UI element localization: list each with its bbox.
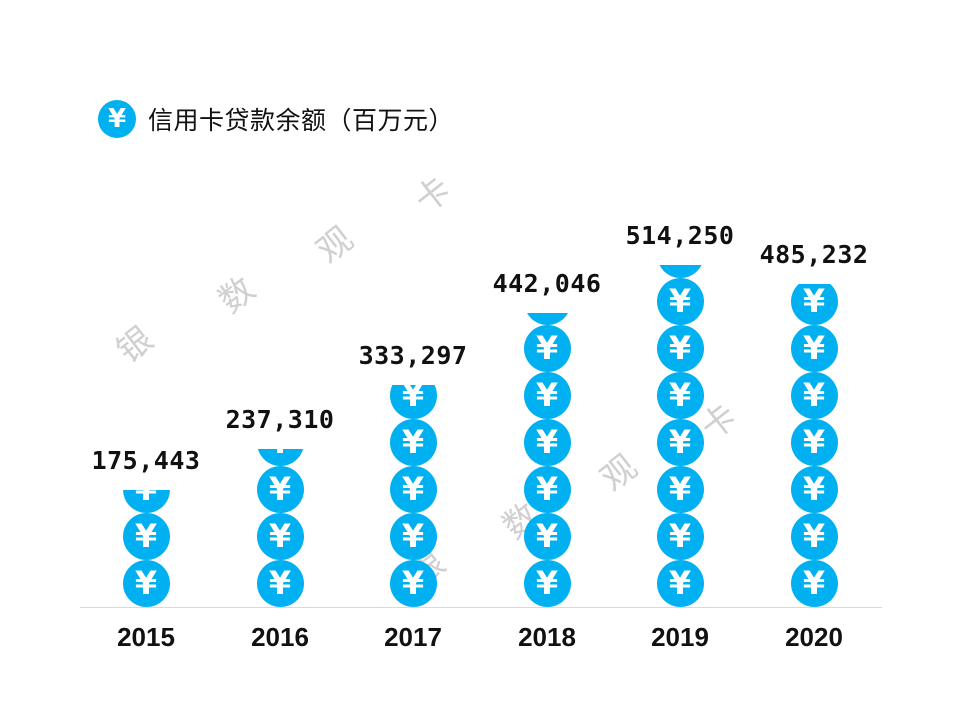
yuan-coin-icon: ¥ bbox=[523, 419, 571, 466]
yuan-coin-icon: ¥ bbox=[256, 560, 304, 607]
yuan-coin-icon: ¥ bbox=[256, 513, 304, 560]
yuan-coin-icon: ¥ bbox=[256, 449, 304, 466]
yuan-coin-icon: ¥ bbox=[790, 284, 838, 325]
yuan-coin-icon: ¥ bbox=[256, 466, 304, 513]
chart-title: ¥ 信用卡贷款余额（百万元） bbox=[98, 99, 454, 139]
yuan-coin-icon: ¥ bbox=[790, 372, 838, 419]
bar-2018: ¥¥¥¥¥¥¥ bbox=[523, 313, 571, 607]
yuan-coin-icon: ¥ bbox=[790, 560, 838, 607]
data-label-2019: 514,250 bbox=[625, 221, 735, 250]
yuan-coin-icon: ¥ bbox=[790, 513, 838, 560]
yuan-coin-icon: ¥ bbox=[389, 419, 437, 466]
x-axis-baseline bbox=[80, 607, 882, 608]
yuan-coin-icon: ¥ bbox=[656, 466, 704, 513]
x-tick-2018: 2018 bbox=[518, 622, 576, 652]
yuan-coin-icon: ¥ bbox=[656, 265, 704, 278]
x-tick-2019: 2019 bbox=[651, 622, 709, 652]
yuan-coin-icon: ¥ bbox=[122, 560, 170, 607]
yuan-coin-icon: ¥ bbox=[523, 466, 571, 513]
watermark-char: 观 bbox=[309, 219, 361, 272]
yuan-coin-icon: ¥ bbox=[389, 513, 437, 560]
x-tick-2017: 2017 bbox=[384, 622, 442, 652]
yuan-coin-icon: ¥ bbox=[790, 325, 838, 372]
x-tick-2016: 2016 bbox=[251, 622, 309, 652]
data-label-2020: 485,232 bbox=[759, 240, 869, 269]
bar-2020: ¥ ¥ ¥ ¥ ¥ ¥ ¥ bbox=[790, 284, 838, 607]
yuan-coin-icon: ¥ bbox=[656, 325, 704, 372]
watermark-char: 观 bbox=[593, 447, 645, 500]
yuan-coin-icon: ¥ bbox=[656, 372, 704, 419]
yuan-coin-icon: ¥ bbox=[523, 325, 571, 372]
yuan-coin-icon: ¥ bbox=[98, 100, 136, 138]
data-label-2015: 175,443 bbox=[91, 446, 201, 475]
yuan-coin-icon: ¥ bbox=[122, 490, 170, 513]
yuan-coin-icon: ¥ bbox=[523, 372, 571, 419]
data-label-2016: 237,310 bbox=[225, 405, 335, 434]
chart-title-text: 信用卡贷款余额（百万元） bbox=[148, 106, 455, 135]
bar-2017: ¥ ¥ ¥ ¥ ¥ bbox=[389, 385, 437, 607]
yuan-coin-icon: ¥ bbox=[389, 385, 437, 419]
yuan-coin-icon: ¥ bbox=[523, 313, 571, 325]
bar-2015: ¥¥¥ bbox=[122, 490, 170, 607]
yuan-coin-icon: ¥ bbox=[122, 513, 170, 560]
bar-2019: ¥¥¥¥¥¥¥¥ bbox=[656, 265, 704, 607]
yuan-coin-icon: ¥ bbox=[656, 513, 704, 560]
yuan-coin-icon: ¥ bbox=[389, 560, 437, 607]
yuan-coin-icon: ¥ bbox=[523, 560, 571, 607]
data-label-2018: 442,046 bbox=[492, 269, 602, 298]
bar-2016: ¥¥¥¥ bbox=[256, 449, 304, 607]
watermark-char: 银 bbox=[109, 319, 161, 372]
yuan-coin-icon: ¥ bbox=[523, 513, 571, 560]
data-label-2017: 333,297 bbox=[358, 341, 468, 370]
yuan-coin-icon: ¥ bbox=[656, 278, 704, 325]
x-tick-2015: 2015 bbox=[117, 622, 175, 652]
yuan-coin-icon: ¥ bbox=[656, 560, 704, 607]
yuan-coin-icon: ¥ bbox=[389, 466, 437, 513]
yuan-coin-icon: ¥ bbox=[790, 419, 838, 466]
watermark-char: 卡 bbox=[407, 169, 459, 222]
yuan-coin-icon: ¥ bbox=[656, 419, 704, 466]
watermark-char: 数 bbox=[211, 269, 263, 322]
x-tick-2020: 2020 bbox=[785, 622, 843, 652]
yuan-coin-icon: ¥ bbox=[790, 466, 838, 513]
